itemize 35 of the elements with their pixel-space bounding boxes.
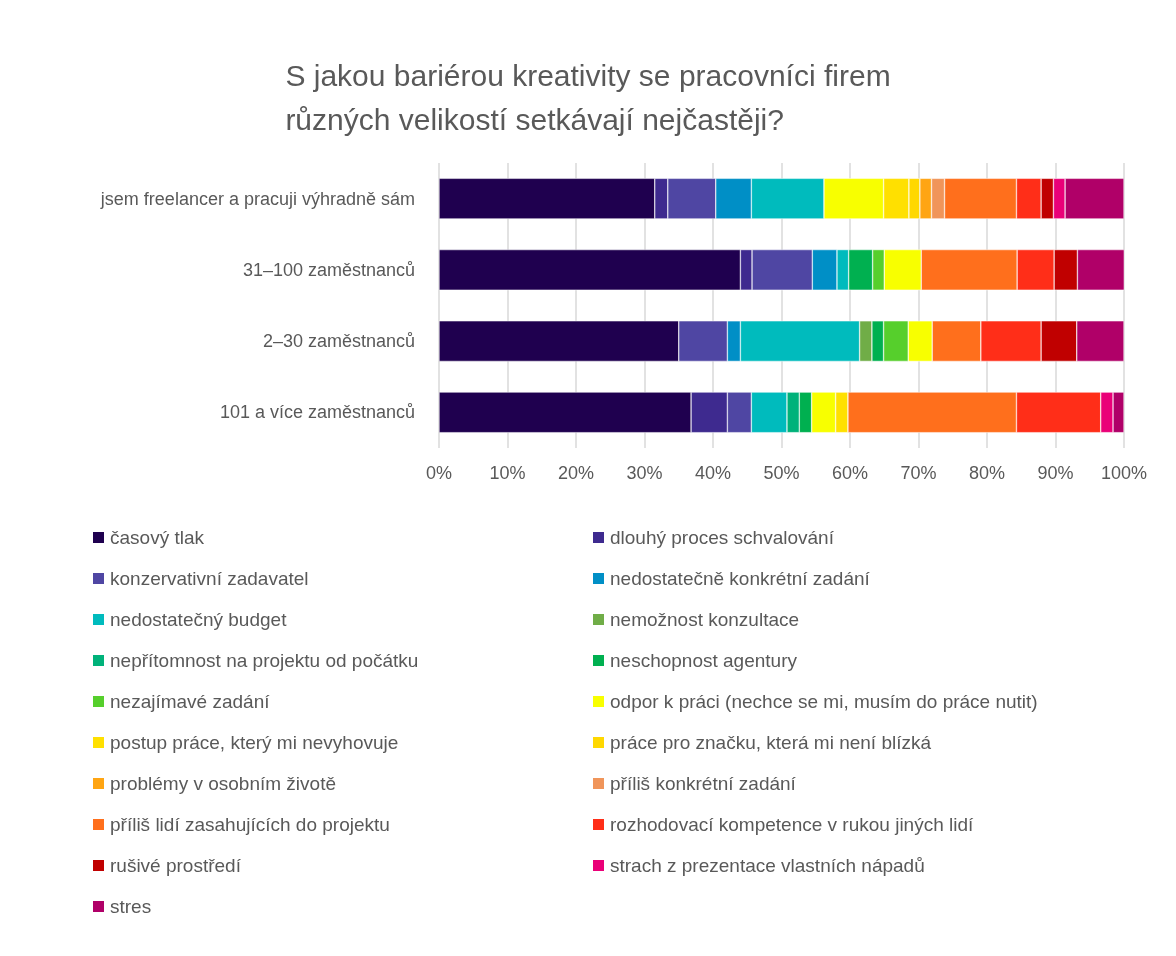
legend-label: nedostatečně konkrétní zadání — [610, 568, 871, 589]
x-tick-label: 80% — [968, 463, 1006, 483]
legend-label: odpor k práci (nechce se mi, musím do práce nutit) — [610, 691, 1038, 712]
legend-label: konzervativní zadavatel — [110, 568, 309, 589]
legend-label: příliš konkrétní zadání — [610, 773, 797, 794]
legend-label: časový tlak — [110, 527, 205, 548]
legend-label: rušivé prostředí — [110, 855, 242, 876]
x-tick-label: 40% — [694, 463, 732, 483]
legend-label: neschopnost agentury — [610, 650, 798, 671]
y-tick-label: 2–30 zaměstnanců — [262, 331, 415, 352]
legend-label: nezajímavé zadání — [110, 691, 271, 712]
y-tick-label: 31–100 zaměstnanců — [242, 259, 415, 280]
legend-label: nemožnost konzultace — [610, 609, 800, 630]
x-tick-label: 60% — [831, 463, 869, 483]
legend-label: strach z prezentace vlastních nápadů — [610, 855, 925, 876]
x-tick-label: 0% — [425, 463, 453, 483]
x-tick-label: 10% — [489, 463, 526, 483]
legend-label: nedostatečný budget — [110, 609, 288, 630]
x-tick-label: 20% — [557, 463, 595, 483]
legend-label: práce pro značku, která mi není blízká — [610, 732, 932, 753]
x-tick-label: 50% — [763, 463, 800, 483]
legend-label: příliš lidí zasahujících do projektu — [110, 814, 390, 835]
x-tick-label: 100% — [1100, 463, 1148, 483]
x-tick-label: 70% — [900, 463, 937, 483]
x-tick-label: 90% — [1037, 463, 1074, 483]
legend-label: postup práce, který mi nevyhovuje — [110, 732, 399, 753]
x-tick-label: 30% — [626, 463, 663, 483]
legend-label: problémy v osobním životě — [110, 773, 336, 794]
legend-label: nepřítomnost na projektu od počátku — [110, 650, 419, 671]
legend-label: stres — [110, 896, 152, 917]
y-tick-label: jsem freelancer a pracuji výhradně sám — [99, 188, 415, 209]
legend-label: dlouhý proces schvalování — [610, 527, 835, 548]
chart-title: S jakou bariérou kreativity se pracovníci firem různých velikostí setkávají nejčastěji? — [285, 58, 891, 136]
y-tick-label: 101 a více zaměstnanců — [219, 402, 415, 423]
legend-label: rozhodovací kompetence v rukou jiných lidí — [610, 814, 975, 835]
